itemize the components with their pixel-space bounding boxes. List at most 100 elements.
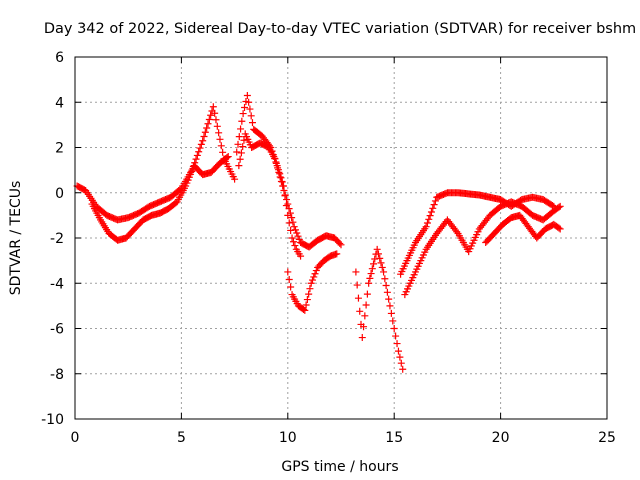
data-point <box>392 332 400 340</box>
data-point <box>224 153 232 161</box>
data-point <box>556 202 564 210</box>
data-point <box>305 290 313 298</box>
data-point <box>362 301 370 309</box>
data-point <box>239 110 247 118</box>
data-point <box>352 268 360 276</box>
data-point <box>239 143 247 151</box>
data-point <box>237 125 245 133</box>
data-point <box>370 260 378 268</box>
data-point <box>287 226 295 234</box>
y-tick-label: 6 <box>55 50 64 66</box>
data-point <box>385 295 393 303</box>
series-track-g <box>397 189 558 278</box>
data-point <box>193 151 201 159</box>
data-point <box>368 265 376 273</box>
data-point <box>293 229 301 237</box>
series-track-a <box>73 103 239 224</box>
data-point <box>381 275 389 283</box>
data-point <box>283 196 291 204</box>
data-point <box>285 219 293 227</box>
data-point <box>555 203 563 211</box>
data-point <box>241 104 249 112</box>
data-point <box>291 242 299 250</box>
data-point <box>431 197 439 205</box>
data-point <box>376 254 384 262</box>
data-point <box>235 162 243 170</box>
data-point <box>286 209 294 217</box>
data-point <box>223 154 231 162</box>
series-track-d <box>235 130 345 251</box>
data-point <box>423 219 431 227</box>
data-point <box>356 307 364 315</box>
y-tick-label: -2 <box>50 231 64 247</box>
data-point <box>289 238 297 246</box>
data-point <box>387 309 395 317</box>
data-point <box>307 279 315 287</box>
data-point <box>390 325 398 332</box>
data-point <box>196 144 204 152</box>
y-axis-label: SDTVAR / TECUs <box>8 181 24 296</box>
x-axis-label: GPS time / hours <box>281 459 398 475</box>
data-point <box>361 312 369 320</box>
data-point <box>245 98 253 106</box>
data-point <box>285 205 293 213</box>
data-point <box>394 347 402 355</box>
x-tick-label: 25 <box>598 430 616 446</box>
data-point <box>197 140 205 148</box>
data-point <box>217 142 225 150</box>
data-point <box>377 259 385 267</box>
data-point <box>366 274 374 282</box>
x-tick-label: 5 <box>177 430 186 446</box>
data-point <box>556 225 564 233</box>
data-point <box>425 215 433 223</box>
x-tick-label: 0 <box>71 430 80 446</box>
data-point <box>363 290 371 298</box>
data-point <box>302 301 310 309</box>
series-track-c <box>233 91 305 260</box>
data-point <box>199 137 207 145</box>
data-point <box>380 268 388 276</box>
data-point <box>279 182 287 190</box>
data-point <box>378 263 386 271</box>
data-point <box>383 288 391 296</box>
data-point <box>429 204 437 212</box>
data-point <box>211 109 219 117</box>
data-point <box>382 282 390 290</box>
x-tick-label: 10 <box>279 430 297 446</box>
data-point <box>280 186 288 194</box>
data-point <box>281 191 289 199</box>
data-point <box>275 168 283 176</box>
data-point <box>243 91 251 99</box>
data-point <box>238 117 246 125</box>
data-point <box>216 135 224 143</box>
data-point <box>354 294 362 302</box>
data-point <box>289 218 297 226</box>
data-point <box>236 155 244 163</box>
data-point <box>312 267 320 275</box>
data-point <box>358 334 366 342</box>
data-point <box>288 234 296 242</box>
x-tick-label: 15 <box>385 430 403 446</box>
data-point <box>365 279 373 287</box>
data-point <box>203 124 211 132</box>
y-tick-label: 4 <box>55 95 64 111</box>
data-point <box>290 223 298 231</box>
data-point <box>201 128 209 136</box>
data-point <box>360 323 368 331</box>
data-point <box>297 252 305 260</box>
tick-marks <box>74 56 608 420</box>
data-point <box>212 116 220 124</box>
data-point <box>240 136 248 144</box>
data-point <box>272 159 280 167</box>
data-point <box>248 119 256 127</box>
data-point <box>301 306 309 314</box>
data-point <box>310 273 318 281</box>
data-point <box>389 317 397 325</box>
data-point <box>247 112 255 120</box>
data-point <box>393 340 401 348</box>
data-point <box>195 148 203 156</box>
data-point <box>285 275 293 283</box>
data-point <box>204 120 212 128</box>
data-point <box>555 224 563 232</box>
